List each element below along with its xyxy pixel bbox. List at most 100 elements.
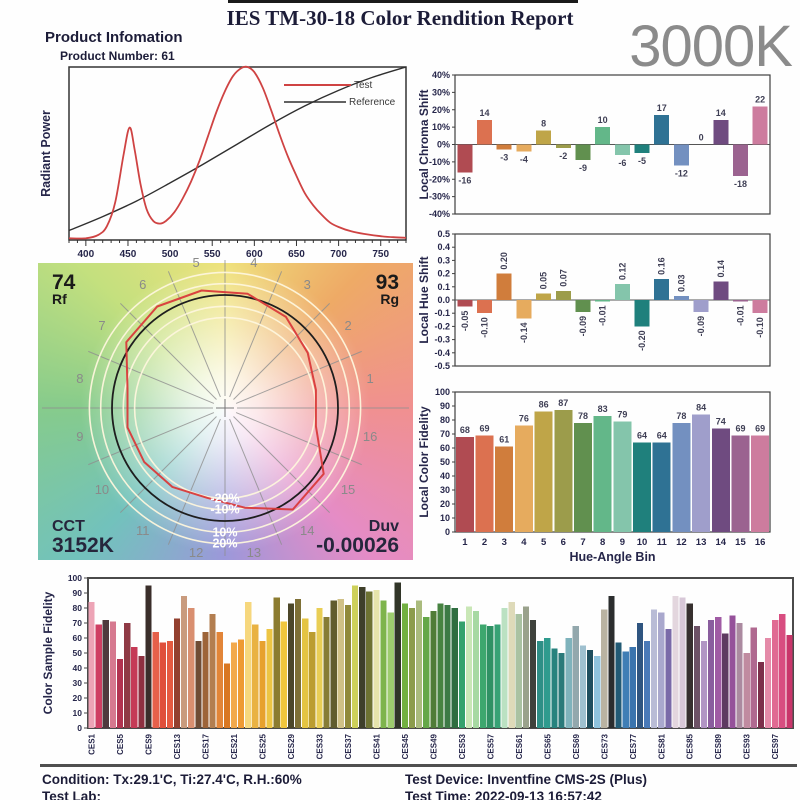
color-vector-graphic: 1 2 3 4 5 6 7 8 9 10 11 12 13 14 15 16 -20% -10% 10% 20% 74 R… bbox=[38, 255, 413, 560]
svg-text:Duv: Duv bbox=[369, 518, 399, 535]
svg-text:-20%: -20% bbox=[210, 491, 239, 505]
svg-text:76: 76 bbox=[519, 414, 529, 424]
svg-text:30: 30 bbox=[73, 678, 83, 688]
svg-text:600: 600 bbox=[246, 249, 263, 260]
svg-text:0.14: 0.14 bbox=[716, 260, 726, 278]
svg-text:CES37: CES37 bbox=[344, 733, 353, 759]
svg-text:0.05: 0.05 bbox=[539, 272, 549, 290]
svg-text:20%: 20% bbox=[212, 537, 237, 551]
svg-text:0.03: 0.03 bbox=[676, 275, 686, 293]
cct-3000k-label: 3000K bbox=[629, 14, 793, 79]
svg-text:400: 400 bbox=[78, 249, 95, 260]
svg-text:14: 14 bbox=[716, 108, 726, 118]
svg-text:20%: 20% bbox=[432, 105, 450, 115]
svg-text:69: 69 bbox=[480, 423, 490, 433]
svg-text:69: 69 bbox=[755, 423, 765, 433]
svg-text:74: 74 bbox=[716, 416, 726, 426]
svg-text:-0.2: -0.2 bbox=[434, 321, 450, 331]
svg-text:CES85: CES85 bbox=[686, 733, 695, 759]
svg-text:-0.5: -0.5 bbox=[434, 361, 450, 371]
svg-text:7: 7 bbox=[580, 537, 585, 548]
svg-text:CES97: CES97 bbox=[771, 733, 780, 759]
svg-text:-4: -4 bbox=[520, 154, 528, 164]
svg-text:10: 10 bbox=[73, 708, 83, 718]
svg-text:8: 8 bbox=[76, 371, 83, 386]
svg-text:-0.14: -0.14 bbox=[519, 322, 529, 343]
svg-text:83: 83 bbox=[598, 404, 608, 414]
svg-text:90: 90 bbox=[73, 588, 83, 598]
svg-text:-16: -16 bbox=[458, 175, 471, 185]
svg-text:Hue-Angle Bin: Hue-Angle Bin bbox=[569, 550, 655, 564]
color_fidelity-bars bbox=[455, 410, 770, 532]
svg-text:-0.01: -0.01 bbox=[735, 305, 745, 326]
svg-text:CES13: CES13 bbox=[173, 733, 182, 759]
test-time-text: Test Time: 2022-09-13 16:57:42 bbox=[405, 789, 602, 800]
svg-text:500: 500 bbox=[162, 249, 179, 260]
scan-edge-artifact bbox=[228, 0, 578, 3]
svg-text:CES93: CES93 bbox=[743, 733, 752, 759]
svg-text:-10%: -10% bbox=[210, 503, 239, 517]
footer-divider bbox=[40, 764, 797, 767]
svg-text:84: 84 bbox=[696, 402, 706, 412]
svg-text:-0.10: -0.10 bbox=[480, 317, 490, 338]
svg-text:Local Hue Shift: Local Hue Shift bbox=[417, 256, 431, 343]
color-sample-fidelity-chart: Color Sample Fidelity 0 10 20 30 40 50 60 70 80 90… bbox=[41, 573, 794, 759]
svg-text:10%: 10% bbox=[432, 122, 450, 132]
svg-text:CES1: CES1 bbox=[88, 733, 97, 754]
svg-text:CES77: CES77 bbox=[629, 733, 638, 759]
svg-text:0.4: 0.4 bbox=[437, 242, 450, 252]
svg-text:7: 7 bbox=[98, 318, 105, 333]
local-hue-shift-chart: Local Hue Shift -0.5 -0.4 -0.3 -0.2 -0.1 0.0 0.… bbox=[417, 229, 771, 371]
svg-text:40: 40 bbox=[440, 471, 450, 481]
svg-text:0.5: 0.5 bbox=[437, 229, 450, 239]
ces-bars bbox=[88, 582, 793, 728]
svg-text:100: 100 bbox=[435, 387, 450, 397]
svg-text:-20%: -20% bbox=[429, 174, 450, 184]
hue_shift-bars bbox=[457, 273, 768, 327]
spectral-power-distribution-chart: Radiant Power 400 450 500 550 600 650 700 750 Tes… bbox=[39, 65, 407, 260]
svg-text:6: 6 bbox=[139, 277, 146, 292]
svg-text:-0.1: -0.1 bbox=[434, 308, 450, 318]
svg-text:-0.05: -0.05 bbox=[460, 311, 470, 332]
svg-text:-6: -6 bbox=[618, 158, 626, 168]
svg-text:50: 50 bbox=[73, 648, 83, 658]
svg-text:Local Color Fidelity: Local Color Fidelity bbox=[417, 406, 431, 518]
svg-text:Rf: Rf bbox=[52, 291, 67, 307]
svg-text:-40%: -40% bbox=[429, 209, 450, 219]
svg-text:40%: 40% bbox=[432, 70, 450, 80]
report-title: IES TM-30-18 Color Rendition Report bbox=[226, 6, 574, 30]
svg-text:0.07: 0.07 bbox=[558, 269, 568, 287]
svg-text:0%: 0% bbox=[437, 140, 450, 150]
svg-text:70: 70 bbox=[440, 429, 450, 439]
svg-text:CES21: CES21 bbox=[230, 733, 239, 759]
svg-text:8: 8 bbox=[600, 537, 605, 548]
svg-text:CES49: CES49 bbox=[429, 733, 438, 759]
svg-text:11: 11 bbox=[136, 523, 150, 538]
svg-text:-0.09: -0.09 bbox=[696, 316, 706, 337]
svg-text:64: 64 bbox=[657, 430, 667, 440]
test-device-text: Test Device: Inventfine CMS-2S (Plus) bbox=[405, 772, 648, 787]
svg-text:4: 4 bbox=[250, 255, 257, 270]
svg-text:Color Sample Fidelity: Color Sample Fidelity bbox=[41, 591, 55, 714]
svg-text:15: 15 bbox=[341, 482, 355, 497]
svg-text:20: 20 bbox=[440, 499, 450, 509]
svg-text:-0.10: -0.10 bbox=[755, 317, 765, 338]
svg-text:CES33: CES33 bbox=[315, 733, 324, 759]
svg-text:CES41: CES41 bbox=[372, 733, 381, 759]
test-lab-text: Test Lab: bbox=[42, 789, 102, 800]
svg-text:16: 16 bbox=[755, 537, 766, 548]
svg-text:22: 22 bbox=[755, 94, 765, 104]
svg-text:-0.01: -0.01 bbox=[598, 305, 608, 326]
svg-text:90: 90 bbox=[440, 401, 450, 411]
svg-text:30%: 30% bbox=[432, 87, 450, 97]
svg-text:-0.09: -0.09 bbox=[578, 316, 588, 337]
svg-text:0: 0 bbox=[699, 133, 704, 143]
svg-text:CES5: CES5 bbox=[116, 733, 125, 754]
svg-text:700: 700 bbox=[330, 249, 347, 260]
svg-text:0.12: 0.12 bbox=[617, 263, 627, 281]
svg-text:60: 60 bbox=[440, 443, 450, 453]
condition-text: Condition: Tx:29.1'C, Ti:27.4'C, R.H.:60… bbox=[42, 772, 302, 787]
svg-text:10%: 10% bbox=[212, 525, 237, 539]
svg-text:64: 64 bbox=[637, 430, 647, 440]
